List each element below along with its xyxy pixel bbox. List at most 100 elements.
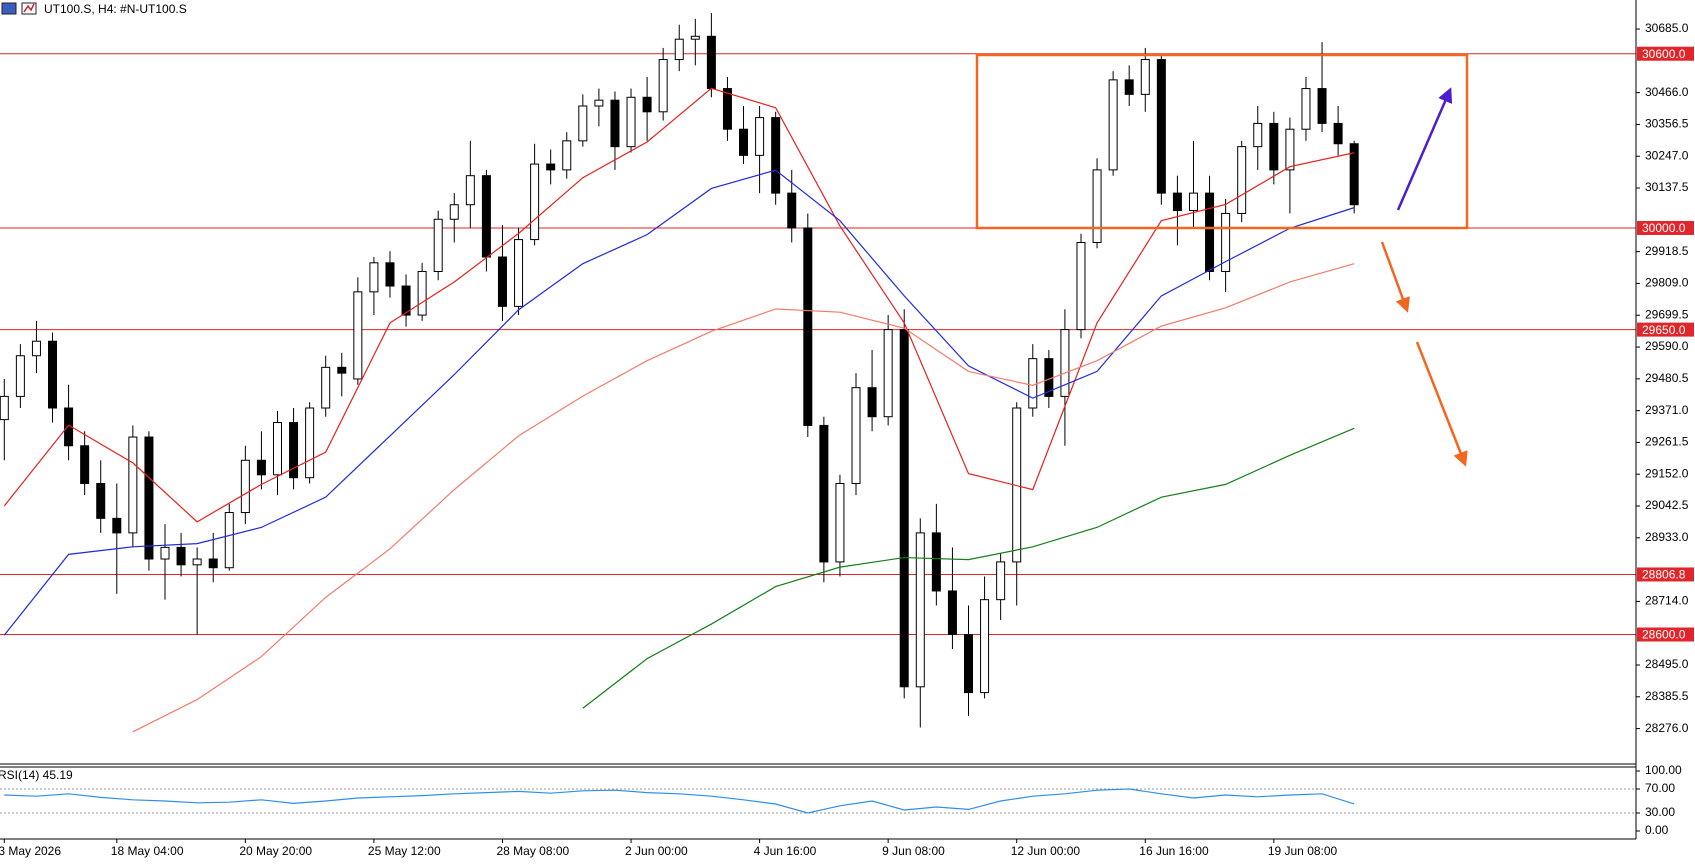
x-tick-label: 25 May 12:00 xyxy=(368,844,441,858)
y-tick-label: 29042.5 xyxy=(1645,498,1689,512)
candle-body xyxy=(980,599,990,694)
axis-background xyxy=(1636,0,1695,861)
x-tick-label: 4 Jun 16:00 xyxy=(754,844,817,858)
rsi-tick-label: 100.00 xyxy=(1645,763,1682,777)
candle-body xyxy=(80,445,90,485)
chart-title: UT100.S, H4: #N-UT100.S xyxy=(44,2,187,16)
rsi-tick-label: 70.00 xyxy=(1645,781,1675,795)
y-tick-label: 29261.5 xyxy=(1645,435,1689,449)
range-box xyxy=(975,53,1469,230)
candle-body xyxy=(449,204,459,220)
x-tick-label: 2 Jun 00:00 xyxy=(625,844,688,858)
y-tick-label: 30247.0 xyxy=(1645,148,1689,162)
y-tick-label: 29699.5 xyxy=(1645,307,1689,321)
candle-body xyxy=(658,59,668,113)
candle-body xyxy=(722,88,732,130)
candle-body xyxy=(160,546,170,560)
x-tick-label: 18 May 04:00 xyxy=(111,844,184,858)
candle-body xyxy=(176,546,186,566)
level-label: 30600.0 xyxy=(1642,47,1686,61)
moving-average xyxy=(3,169,1355,636)
y-tick-label: 30137.5 xyxy=(1645,180,1689,194)
x-tick-label: 12 Jun 00:00 xyxy=(1011,844,1081,858)
header: UT100.S, H4: #N-UT100.S xyxy=(1,2,187,16)
x-tick-label: 19 Jun 08:00 xyxy=(1268,844,1338,858)
candle-body xyxy=(546,163,556,171)
candle-body xyxy=(706,35,716,90)
candle-body xyxy=(530,163,540,241)
candle-body xyxy=(787,192,797,229)
level-label: 28806.8 xyxy=(1642,568,1686,582)
candle-body xyxy=(1333,122,1343,145)
candle-body xyxy=(690,35,700,40)
candle-body xyxy=(594,99,604,107)
level-label: 30000.0 xyxy=(1642,221,1686,235)
candle-body xyxy=(755,117,765,156)
candle-body xyxy=(353,291,363,380)
y-tick-label: 29480.5 xyxy=(1645,371,1689,385)
level-label-box xyxy=(1637,627,1694,642)
y-tick-label: 28276.0 xyxy=(1645,721,1689,735)
rsi-line xyxy=(4,788,1355,814)
candle-body xyxy=(240,459,250,514)
candle-body xyxy=(996,561,1006,601)
x-tick-label: 9 Jun 08:00 xyxy=(882,844,945,858)
candle-body xyxy=(1108,79,1118,171)
candle-body xyxy=(674,38,684,61)
candle-body xyxy=(481,175,491,258)
down-arrow xyxy=(1415,341,1468,467)
y-tick-label: 29152.0 xyxy=(1645,466,1689,480)
candle-body xyxy=(899,329,909,688)
moving-average xyxy=(582,427,1355,709)
candle-body xyxy=(289,422,299,479)
level-label-box xyxy=(1637,567,1694,582)
candle-body xyxy=(578,105,588,142)
level-label-box xyxy=(1637,322,1694,337)
x-tick-label: 20 May 20:00 xyxy=(239,844,312,858)
candle-body xyxy=(15,355,25,397)
x-tick-label: 28 May 08:00 xyxy=(496,844,569,858)
y-tick-label: 28714.0 xyxy=(1645,594,1689,608)
down-arrow xyxy=(1380,241,1410,313)
candle-body xyxy=(321,366,331,409)
x-tick-label: 16 Jun 16:00 xyxy=(1139,844,1209,858)
candle-body xyxy=(610,99,620,148)
candle-body xyxy=(1349,143,1359,206)
candle-body xyxy=(0,395,9,421)
rsi-tick-label: 0.00 xyxy=(1645,823,1669,837)
candle-body xyxy=(964,634,973,694)
candle-body xyxy=(1028,358,1038,409)
moving-average xyxy=(132,263,1355,733)
candle-body xyxy=(497,256,507,307)
level-label-box xyxy=(1637,220,1694,235)
candle-body xyxy=(562,140,572,171)
candle-body xyxy=(1237,146,1247,214)
candle-body xyxy=(256,459,266,476)
rsi-tick-label: 30.00 xyxy=(1645,805,1675,819)
candle-body xyxy=(417,271,427,316)
candle-body xyxy=(305,407,315,479)
candle-body xyxy=(337,366,347,374)
candle-body xyxy=(1269,122,1279,171)
candle-body xyxy=(208,558,218,569)
candle-body xyxy=(1317,88,1327,124)
y-tick-label: 29918.5 xyxy=(1645,244,1689,258)
candle-body xyxy=(1172,192,1182,212)
level-label-box xyxy=(1637,46,1694,61)
candle-body xyxy=(883,329,893,418)
candle-body xyxy=(514,239,524,307)
candle-body xyxy=(1253,122,1263,148)
y-tick-label: 30356.5 xyxy=(1645,117,1689,131)
candle-body xyxy=(465,175,475,206)
candle-body xyxy=(1092,169,1102,243)
candle-body xyxy=(369,262,379,293)
rsi-label: RSI(14) 45.19 xyxy=(0,768,73,782)
candle-body xyxy=(144,436,154,560)
icon xyxy=(1,2,17,15)
candle-body xyxy=(128,436,138,534)
rsi-pane: RSI(14) 45.19 xyxy=(0,768,1636,814)
